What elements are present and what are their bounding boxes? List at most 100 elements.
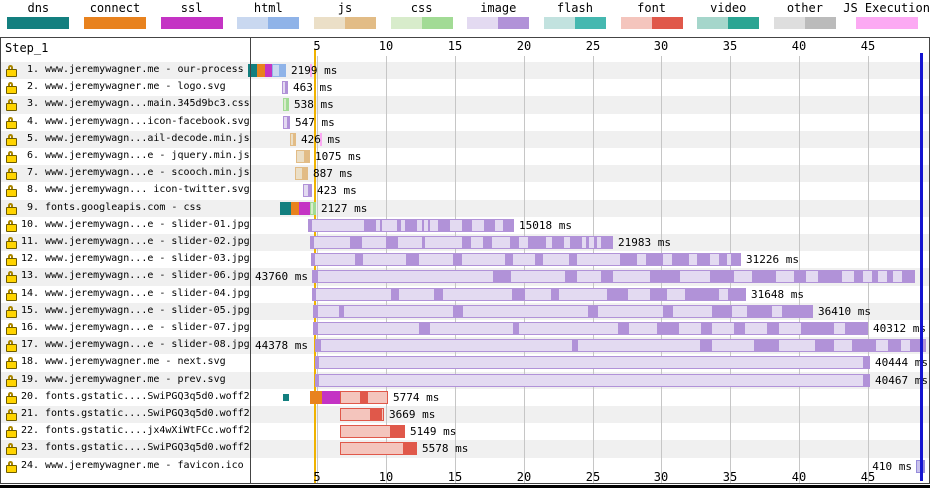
- lock-icon: [6, 65, 17, 77]
- request-row-23[interactable]: 23. fonts.gstatic....SwiPGQ3q5d0.woff2: [1, 440, 929, 458]
- request-row-20[interactable]: 20. fonts.gstatic....SwiPGQ3q5d0.woff2: [1, 389, 929, 406]
- request-bar-21[interactable]: [340, 408, 384, 421]
- request-row-6[interactable]: 6. www.jeremywagn...e - jquery.min.js: [1, 148, 929, 165]
- legend-swatch-jsexec: [855, 17, 918, 29]
- request-time-label: 40444 ms: [875, 356, 928, 369]
- legend-item-connect: connect: [77, 0, 154, 34]
- download-chunk: [313, 289, 317, 300]
- request-bar-6[interactable]: [296, 150, 310, 163]
- request-bar-20[interactable]: [340, 391, 388, 404]
- request-bar-4[interactable]: [283, 116, 290, 129]
- legend-swatch-connect: [83, 17, 146, 29]
- download-chunk: [645, 254, 663, 265]
- download-chunk: [863, 357, 869, 368]
- download-chunk: [313, 203, 315, 214]
- request-time-label: 31648 ms: [751, 288, 804, 301]
- ssl-phase-segment[interactable]: [322, 391, 340, 404]
- axis-tick-bottom-30: 30: [653, 470, 669, 484]
- request-url-label: www.jeremywagn...e - slider-08.jpg: [45, 339, 250, 350]
- table-bottom-border: [0, 483, 930, 484]
- axis-tick-top-5: 5: [313, 39, 321, 53]
- request-row-9[interactable]: 9. fonts.googleapis.com - css: [1, 200, 929, 217]
- request-row-5[interactable]: 5. www.jeremywagn...ail-decode.min.js: [1, 131, 929, 148]
- request-bar-5[interactable]: [290, 133, 296, 146]
- request-number: 1.: [26, 64, 39, 75]
- request-row-7[interactable]: 7. www.jeremywagn...e - scooch.min.js: [1, 165, 929, 182]
- download-chunk: [888, 340, 901, 351]
- dns-phase-segment[interactable]: [283, 394, 289, 401]
- request-time-label: 547 ms: [295, 116, 335, 129]
- request-time-label: 36410 ms: [818, 305, 871, 318]
- connect-phase-segment[interactable]: [257, 64, 265, 77]
- request-bar-19[interactable]: [315, 374, 870, 387]
- request-number: 18.: [20, 356, 39, 367]
- axis-tick-top-20: 20: [516, 39, 532, 53]
- download-chunk: [909, 340, 925, 351]
- request-number: 10.: [20, 219, 39, 230]
- download-chunk: [731, 254, 740, 265]
- download-chunk: [354, 254, 364, 265]
- legend-swatch-image: [467, 17, 530, 29]
- request-row-8[interactable]: 8. www.jeremywagn... icon-twitter.svg: [1, 182, 929, 200]
- legend-label-dns: dns: [27, 1, 50, 15]
- request-bar-18[interactable]: [315, 356, 870, 369]
- download-chunk: [853, 271, 863, 282]
- js-execution-tick: [310, 64, 312, 77]
- download-chunk: [817, 271, 842, 282]
- request-url-label: www.jeremywagn...main.345d9bc3.css: [45, 98, 250, 109]
- download-chunk: [309, 220, 313, 231]
- ssl-phase-segment[interactable]: [299, 202, 310, 215]
- request-bar-7[interactable]: [295, 167, 308, 180]
- request-bar-16[interactable]: [313, 322, 868, 335]
- connect-phase-segment[interactable]: [291, 202, 299, 215]
- download-chunk: [433, 289, 443, 300]
- request-bar-23[interactable]: [340, 442, 417, 455]
- download-chunk: [419, 323, 431, 334]
- request-number: 17.: [20, 339, 39, 350]
- download-chunk: [718, 254, 728, 265]
- download-chunk: [709, 271, 734, 282]
- request-bar-13[interactable]: [312, 270, 915, 283]
- download-chunk: [800, 323, 834, 334]
- axis-tick-top-10: 10: [378, 39, 394, 53]
- dns-phase-segment[interactable]: [280, 202, 291, 215]
- download-chunk: [649, 289, 668, 300]
- download-chunk: [586, 237, 590, 248]
- request-bar-12[interactable]: [311, 253, 741, 266]
- bottom-scroll-strip[interactable]: [0, 485, 930, 488]
- request-row-4[interactable]: 4. www.jeremywagn...icon-facebook.svg: [1, 114, 929, 131]
- request-bar-17[interactable]: [315, 339, 926, 352]
- request-row-22[interactable]: 22. fonts.gstatic....jx4wXiWtFCc.woff2: [1, 423, 929, 440]
- request-number: 22.: [20, 425, 39, 436]
- dns-phase-segment[interactable]: [248, 64, 257, 77]
- request-bar-3[interactable]: [283, 98, 289, 111]
- request-url-label: www.jeremywagn... icon-twitter.svg: [45, 184, 250, 195]
- request-bar-1[interactable]: [272, 64, 286, 77]
- legend-swatch-flash: [543, 17, 606, 29]
- request-bar-11[interactable]: [310, 236, 613, 249]
- request-time-label: 5149 ms: [410, 425, 457, 438]
- download-chunk: [396, 220, 401, 231]
- request-bar-9[interactable]: [310, 202, 316, 215]
- axis-tick-top-40: 40: [791, 39, 807, 53]
- legend-item-ssl: ssl: [153, 0, 230, 34]
- request-row-2[interactable]: 2. www.jeremywagner.me - logo.svg: [1, 79, 929, 96]
- legend-item-other: other: [767, 0, 844, 34]
- request-bar-15[interactable]: [313, 305, 813, 318]
- request-bar-2[interactable]: [282, 81, 288, 94]
- axis-tick-bottom-10: 10: [378, 470, 394, 484]
- request-row-1[interactable]: 1. www.jeremywagner.me - our-process: [1, 62, 929, 79]
- request-bar-14[interactable]: [312, 288, 746, 301]
- request-row-3[interactable]: 3. www.jeremywagn...main.345d9bc3.css: [1, 96, 929, 114]
- legend-item-css: css: [383, 0, 460, 34]
- connect-phase-segment[interactable]: [310, 391, 322, 404]
- request-bar-8[interactable]: [303, 184, 312, 197]
- legend-label-jsexec: JS Execution: [843, 1, 930, 15]
- request-row-21[interactable]: 21. fonts.gstatic....SwiPGQ3q5d0.woff2: [1, 406, 929, 423]
- request-bar-22[interactable]: [340, 425, 405, 438]
- ssl-phase-segment[interactable]: [265, 64, 272, 77]
- download-chunk: [699, 340, 712, 351]
- request-bar-10[interactable]: [308, 219, 514, 232]
- download-chunk: [671, 254, 689, 265]
- request-row-24[interactable]: 24. www.jeremywagner.me - favicon.ico: [1, 458, 929, 475]
